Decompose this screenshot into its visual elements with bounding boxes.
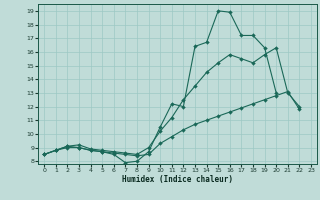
X-axis label: Humidex (Indice chaleur): Humidex (Indice chaleur) (122, 175, 233, 184)
